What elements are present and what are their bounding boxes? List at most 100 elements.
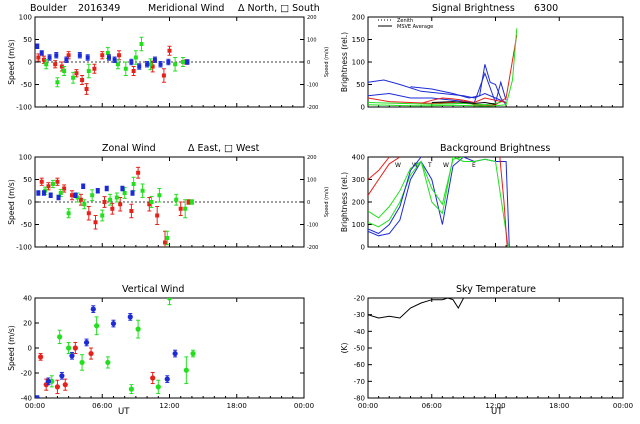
signal-series-line (368, 79, 507, 103)
zonal-point (78, 197, 83, 202)
vertical-point (190, 350, 196, 357)
vertical-point (59, 373, 65, 379)
vertical-point (88, 350, 94, 357)
vertical-point (62, 382, 68, 388)
meridional-point (131, 69, 136, 73)
vertical-point (83, 339, 90, 346)
vertical-point (110, 320, 117, 327)
sky-xtick-label: 06:00 (422, 402, 442, 410)
zonal-panel: -100 -50 0 50 100 -200 -100 0 100 200 Speed (m/s) S… (7, 154, 330, 252)
zonal-point (36, 191, 41, 195)
meridional-point (173, 62, 178, 67)
meridional-point (137, 64, 142, 69)
signal-ytick-label: 50 (356, 81, 365, 89)
signal-series-line (410, 64, 507, 106)
zonal-point (118, 202, 123, 207)
vertical-xtick-label: 12:00 (159, 402, 179, 410)
meridional-point (185, 60, 190, 64)
meridional-point (166, 60, 171, 64)
signal-ytick-label: 150 (352, 36, 365, 44)
sky-ytick-label: -20 (354, 295, 365, 303)
sky-ytick-label: -50 (354, 345, 365, 353)
meridional-plot-area (35, 36, 304, 95)
date-code: 2016349 (78, 3, 120, 14)
meridional-point (139, 42, 144, 46)
background-series-line (368, 157, 401, 196)
legend-average-label: MSVE Average (397, 24, 433, 30)
background-panel: 0 100 200 300 400 Brightness (rel.) (340, 154, 624, 252)
zonal-point (82, 202, 87, 207)
vertical-point (183, 367, 189, 373)
signal-ytick-label: 0 (361, 104, 365, 112)
vertical-xtick-label: 00:00 (25, 402, 45, 410)
zonal-point (86, 211, 91, 216)
meridional-panel: -100 -50 0 50 100 -200 -100 0 100 200 Speed (m/s) S… (7, 14, 330, 112)
bg-annotation: T (427, 162, 432, 169)
background-ytick-label: 400 (352, 154, 365, 162)
zonal-point (102, 200, 107, 204)
vertical-point (72, 345, 78, 351)
vertical-point (90, 306, 96, 312)
meridional-point (105, 51, 110, 55)
zonal-point (136, 170, 141, 175)
background-series-line (499, 157, 508, 247)
background-frame (367, 156, 624, 248)
meridional-point (115, 62, 120, 67)
zonal-point (155, 213, 160, 218)
vertical-point (155, 384, 161, 390)
meridional-point (112, 57, 117, 62)
meridional-point (53, 62, 58, 67)
vertical-ytick-label: -40 (21, 395, 32, 403)
meridional-point (71, 75, 76, 80)
meridional-ytick-right-label: -200 (307, 105, 318, 111)
zonal-ylabel: Speed (m/s) (7, 179, 16, 225)
legend-zenith-label: Zenith (397, 18, 413, 24)
zonal-point (147, 202, 152, 207)
vertical-xtick-label: 18:00 (227, 402, 247, 410)
zonal-legend: Δ East, □ West (188, 143, 260, 154)
zonal-point (120, 186, 125, 191)
signal-series-line (368, 34, 518, 107)
zonal-point (186, 200, 191, 204)
vertical-panel: 00:00 06:00 12:00 18:00 00:00-40-2002040Spee… (7, 295, 314, 411)
signal-series-line (368, 28, 518, 107)
meridional-point (167, 48, 172, 53)
sky-xtick-label: 12:00 (485, 402, 505, 410)
meridional-point (74, 71, 79, 76)
zonal-ytick-right-label: -100 (307, 223, 318, 229)
sky-ytick-label: -80 (354, 395, 365, 403)
meridional-point (36, 55, 41, 60)
zonal-point (93, 220, 98, 225)
x-axis-title-right: UT (491, 407, 503, 417)
meridional-point (64, 57, 69, 62)
vertical-point (79, 359, 85, 366)
zonal-plot-area (35, 166, 304, 247)
zonal-point (66, 211, 71, 216)
meridional-point (145, 62, 150, 67)
vertical-point (57, 334, 63, 340)
zonal-point (189, 200, 194, 204)
meridional-ylabel: Speed (m/s) (7, 39, 16, 85)
meridional-point (44, 62, 49, 67)
zonal-point (69, 193, 74, 198)
meridional-point (86, 69, 91, 73)
vertical-ylabel: Speed (m/s) (7, 325, 16, 371)
vertical-point (66, 345, 72, 351)
zonal-ytick-label: -100 (16, 244, 32, 252)
vertical-point (45, 378, 52, 384)
zonal-point (110, 206, 115, 211)
vertical-point (54, 384, 61, 390)
signal-ytick-label: 200 (352, 14, 365, 22)
sky-ylabel: (K) (340, 343, 349, 354)
vertical-point (164, 376, 170, 382)
vertical-ytick-label: -20 (21, 370, 32, 378)
sky-xtick-label: 18:00 (549, 402, 569, 410)
zonal-point (95, 188, 100, 193)
sky-ytick-label: -40 (354, 328, 365, 336)
meridional-point (117, 53, 122, 58)
meridional-ytick-right-label: 0 (307, 60, 310, 66)
meridional-point (150, 64, 155, 69)
zonal-point (81, 184, 86, 189)
meridional-point (152, 57, 157, 62)
x-axis-title-left: UT (118, 407, 130, 417)
